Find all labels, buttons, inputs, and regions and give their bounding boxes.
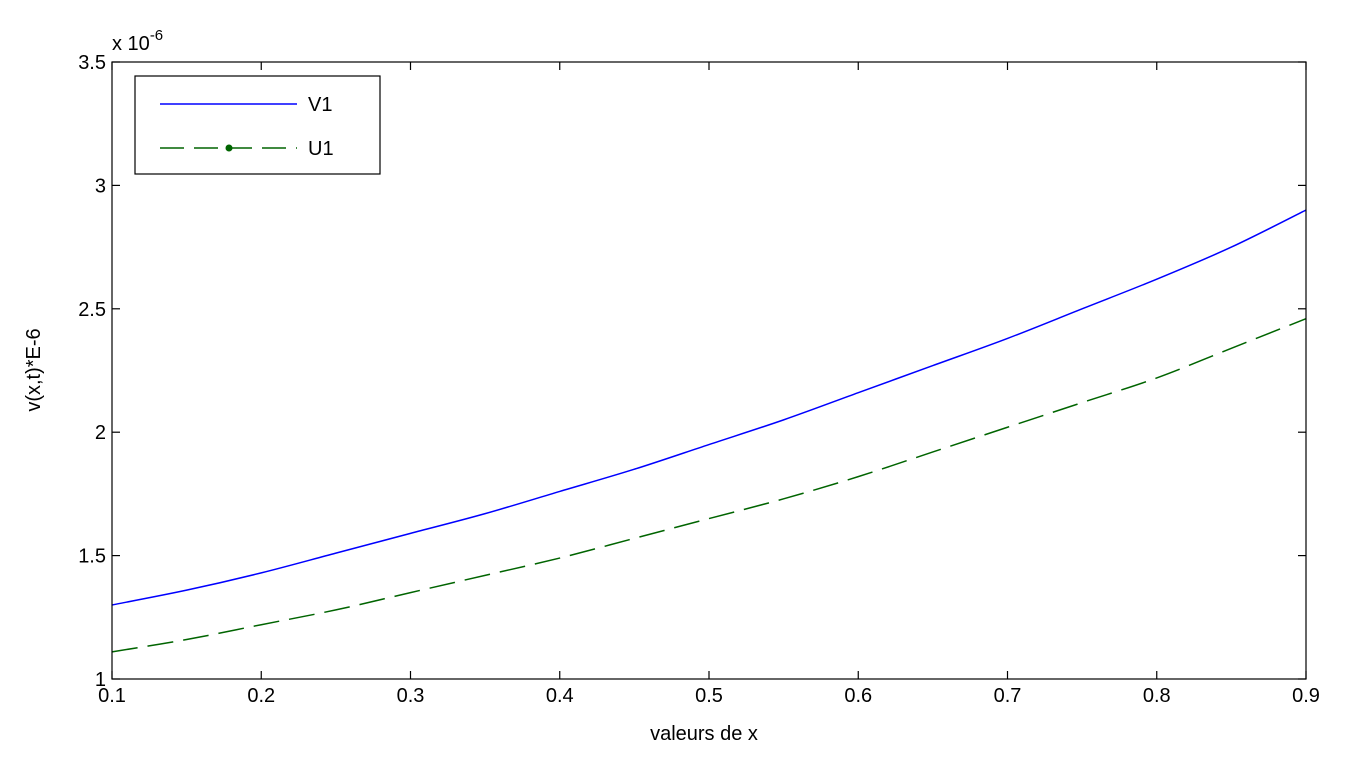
- y-tick-label: 3: [95, 175, 106, 197]
- x-tick-label: 0.1: [98, 685, 126, 707]
- x-tick-label: 0.6: [844, 685, 872, 707]
- legend-box: [134, 75, 381, 175]
- y-exponent-base: x 10: [112, 33, 150, 55]
- x-tick-label: 0.4: [546, 685, 574, 707]
- series-layer: [111, 209, 1307, 653]
- x-tick-label: 0.7: [994, 685, 1022, 707]
- y-tick-label: 2: [95, 422, 106, 444]
- y-axis-label: v(x,t)*E-6: [23, 328, 45, 411]
- axis-layer: 0.1 0.2 0.3 0.4 0.5 0.6 0.7 0.8 0.9 1 1.5 2 2.5 3 3.5: [78, 52, 1320, 707]
- y-exponent-label: x 10-6: [112, 27, 163, 55]
- legend-marker-u1: [225, 144, 233, 152]
- x-tick-label: 0.5: [695, 685, 723, 707]
- x-axis-label: valeurs de x: [650, 723, 758, 745]
- x-tick-label: 0.9: [1292, 685, 1320, 707]
- x-tick-label: 0.3: [397, 685, 425, 707]
- series-line-u1: [111, 317, 1307, 653]
- y-tick-label: 3.5: [78, 52, 106, 74]
- y-tick-label: 1: [95, 669, 106, 691]
- legend: V1 U1: [134, 75, 381, 175]
- y-tick-label: 1.5: [78, 546, 106, 568]
- y-exponent-power: -6: [150, 27, 163, 44]
- x-tick-label: 0.2: [247, 685, 275, 707]
- x-tick-label: 0.8: [1143, 685, 1171, 707]
- series-line-v1: [111, 209, 1307, 606]
- legend-label-u1: U1: [308, 138, 334, 160]
- plot-frame: [111, 61, 1307, 680]
- y-tick-label: 2.5: [78, 299, 106, 321]
- legend-label-v1: V1: [308, 94, 332, 116]
